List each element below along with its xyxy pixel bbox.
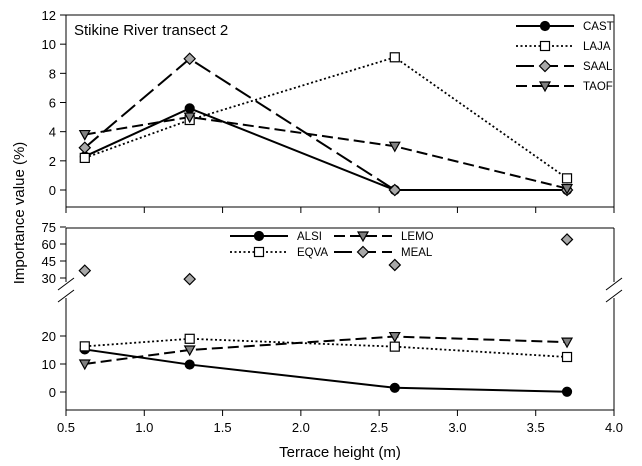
- bottom-y-ticks: 0 10 20 30 45 60 75: [42, 220, 66, 400]
- legend-item-eqva: EQVA: [230, 246, 328, 259]
- series-line-alsi: [84, 348, 568, 393]
- x-tick-label-6: 3.5: [527, 420, 545, 435]
- top-series-group: [78, 52, 574, 197]
- point-laja-0: [79, 152, 90, 164]
- x-axis-label: Terrace height (m): [279, 444, 401, 461]
- top-y-tick-label-2: 4: [49, 125, 56, 140]
- bottom-legend: ALSI EQVA LEMO MEAL: [230, 230, 434, 259]
- point-cast-1: [184, 103, 195, 114]
- top-y-tick-label-4: 8: [49, 66, 56, 81]
- legend-item-saal: SAAL: [516, 59, 613, 73]
- bottom-y-tick-label-4: 45: [42, 254, 56, 269]
- legend-marker-lemo: [356, 231, 370, 243]
- point-saal-1: [183, 52, 197, 66]
- legend-marker-eqva: [253, 246, 265, 258]
- series-line-taof: [84, 116, 568, 190]
- point-alsi-1: [184, 359, 195, 370]
- legend-item-laja: LAJA: [516, 40, 611, 53]
- legend-label-taof: TAOF: [583, 81, 613, 93]
- point-lemo-2: [388, 331, 401, 343]
- bottom-series-group: [78, 233, 574, 397]
- series-line-lemo: [84, 335, 568, 365]
- point-meal-1: [183, 272, 197, 286]
- point-alsi-3: [561, 386, 573, 397]
- bottom-panel-frame: [65, 227, 615, 411]
- top-y-tick-label-1: 2: [49, 154, 56, 169]
- point-eqva-0: [79, 341, 90, 352]
- point-eqva-3: [561, 351, 573, 363]
- legend-marker-saal: [538, 59, 552, 73]
- top-y-tick-label-0: 0: [49, 183, 56, 198]
- point-lemo-1: [183, 345, 196, 357]
- point-alsi-2: [389, 382, 400, 393]
- legend-marker-alsi: [253, 230, 265, 242]
- point-eqva-2: [389, 341, 400, 352]
- axis-break-marks: [57, 277, 623, 303]
- bottom-y-tick-label-3: 30: [42, 271, 56, 286]
- legend-item-meal: MEAL: [334, 245, 433, 259]
- series-line-laja: [84, 56, 568, 180]
- legend-item-cast: CAST: [516, 20, 614, 33]
- x-tick-label-4: 2.5: [370, 420, 388, 435]
- x-tick-label-3: 2.0: [292, 420, 310, 435]
- x-tick-label-1: 1.0: [135, 420, 153, 435]
- point-lemo-3: [561, 337, 574, 349]
- series-line-saal: [84, 57, 568, 191]
- legend-item-alsi: ALSI: [230, 230, 322, 243]
- legend-label-laja: LAJA: [583, 41, 611, 53]
- top-legend: CAST LAJA SAAL TAOF: [516, 20, 614, 93]
- top-y-tick-label-3: 6: [49, 96, 56, 111]
- legend-label-saal: SAAL: [583, 61, 613, 73]
- series-line-meal: [85, 239, 567, 279]
- point-taof-2: [388, 141, 401, 153]
- top-panel-frame: [65, 14, 615, 208]
- legend-item-taof: TAOF: [516, 81, 613, 93]
- legend-label-eqva: EQVA: [297, 247, 328, 259]
- legend-marker-meal: [356, 245, 370, 259]
- x-ticks: 0.5 1.0 1.5 2.0 2.5 3.0 3.5 4.0: [57, 207, 623, 435]
- legend-label-lemo: LEMO: [401, 231, 434, 243]
- y-axis-label: Importance value (%): [11, 142, 28, 285]
- point-saal-2: [388, 183, 402, 197]
- point-taof-3: [561, 183, 574, 195]
- point-laja-2: [389, 52, 400, 63]
- x-tick-label-5: 3.0: [448, 420, 466, 435]
- legend-label-meal: MEAL: [401, 247, 433, 259]
- point-eqva-1: [184, 333, 195, 344]
- legend-item-lemo: LEMO: [334, 231, 434, 243]
- bottom-y-tick-label-1: 10: [42, 357, 56, 372]
- legend-marker-laja: [539, 40, 551, 52]
- point-meal-3: [560, 233, 574, 246]
- legend-label-alsi: ALSI: [297, 231, 322, 243]
- bottom-y-tick-label-0: 0: [49, 385, 56, 400]
- point-taof-0: [78, 129, 91, 141]
- bottom-y-tick-label-5: 60: [42, 237, 56, 252]
- point-saal-0: [78, 141, 92, 155]
- point-lemo-0: [78, 359, 91, 371]
- legend-marker-cast: [539, 20, 551, 32]
- legend-marker-taof: [538, 81, 552, 93]
- point-meal-2: [388, 258, 402, 272]
- point-meal-0: [78, 264, 92, 277]
- series-line-cast: [84, 107, 568, 191]
- x-tick-label-0: 0.5: [57, 420, 75, 435]
- top-y-tick-label-6: 12: [42, 8, 56, 23]
- x-tick-label-2: 1.5: [214, 420, 232, 435]
- top-y-ticks: 0 2 4 6 8 10 12: [42, 8, 66, 198]
- x-tick-label-7: 4.0: [605, 420, 623, 435]
- point-taof-1: [183, 112, 196, 124]
- bottom-y-tick-label-2: 20: [42, 329, 56, 344]
- legend-label-cast: CAST: [583, 21, 614, 33]
- point-laja-3: [561, 173, 573, 184]
- top-panel-title: Stikine River transect 2: [74, 22, 228, 39]
- top-y-tick-label-5: 10: [42, 37, 56, 52]
- bottom-y-tick-label-6: 75: [42, 220, 56, 235]
